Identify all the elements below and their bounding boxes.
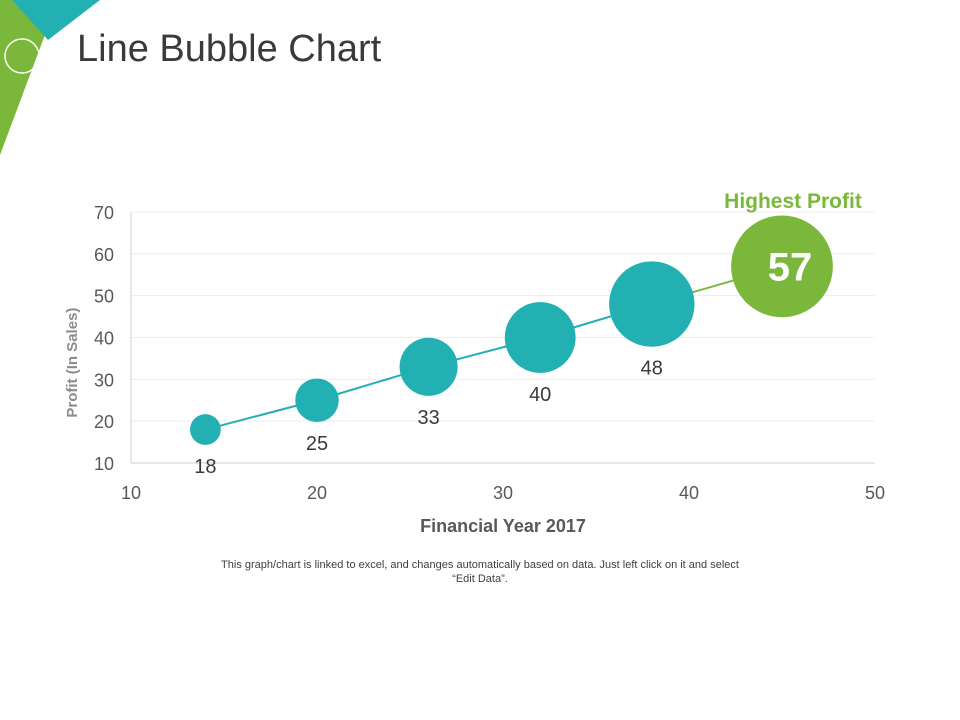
bubble [399, 337, 458, 396]
y-axis-title: Profit (In Sales) [64, 308, 81, 418]
highest-bubble [731, 215, 833, 318]
series-lines [205, 265, 783, 431]
x-tick-label: 30 [493, 483, 513, 503]
y-tick-label: 40 [94, 329, 114, 349]
bubble-label: 48 [641, 358, 663, 380]
bubble-chart: 10 20 30 40 50 60 70 10 20 30 40 50 18 25 33 40 48 57 Fi… [64, 190, 885, 536]
bubble-label: 25 [306, 433, 328, 455]
y-tick-label: 50 [94, 287, 114, 307]
highest-profit-callout: Highest Profit [724, 190, 862, 213]
bubble [504, 302, 576, 373]
bubbles [190, 215, 833, 445]
footnote-line-1: This graph/chart is linked to excel, and… [221, 559, 739, 571]
bubble-label: 40 [529, 384, 551, 406]
bubble [609, 261, 695, 347]
bubble [295, 378, 339, 422]
axes [130, 212, 875, 464]
x-tick-label: 10 [121, 483, 141, 503]
y-tick-label: 20 [94, 412, 114, 432]
bubble [190, 414, 221, 445]
bubble-label: 33 [417, 407, 439, 429]
highest-bubble-label: 57 [768, 245, 813, 289]
page-title: Line Bubble Chart [77, 28, 382, 70]
footnote-line-2: “Edit Data”. [452, 573, 508, 585]
corner-decoration [0, 0, 100, 155]
y-tick-label: 10 [94, 454, 114, 474]
x-axis-title: Financial Year 2017 [420, 516, 586, 536]
x-tick-label: 50 [865, 483, 885, 503]
y-tick-label: 60 [94, 245, 114, 265]
x-tick-label: 20 [307, 483, 327, 503]
x-tick-label: 40 [679, 483, 699, 503]
tick-labels: 10 20 30 40 50 60 70 10 20 30 40 50 [94, 203, 885, 503]
data-labels: 18 25 33 40 48 57 [194, 245, 812, 478]
footnote: This graph/chart is linked to excel, and… [180, 558, 780, 586]
y-tick-label: 30 [94, 370, 114, 390]
y-tick-label: 70 [94, 203, 114, 223]
bubble-label: 18 [194, 456, 216, 478]
